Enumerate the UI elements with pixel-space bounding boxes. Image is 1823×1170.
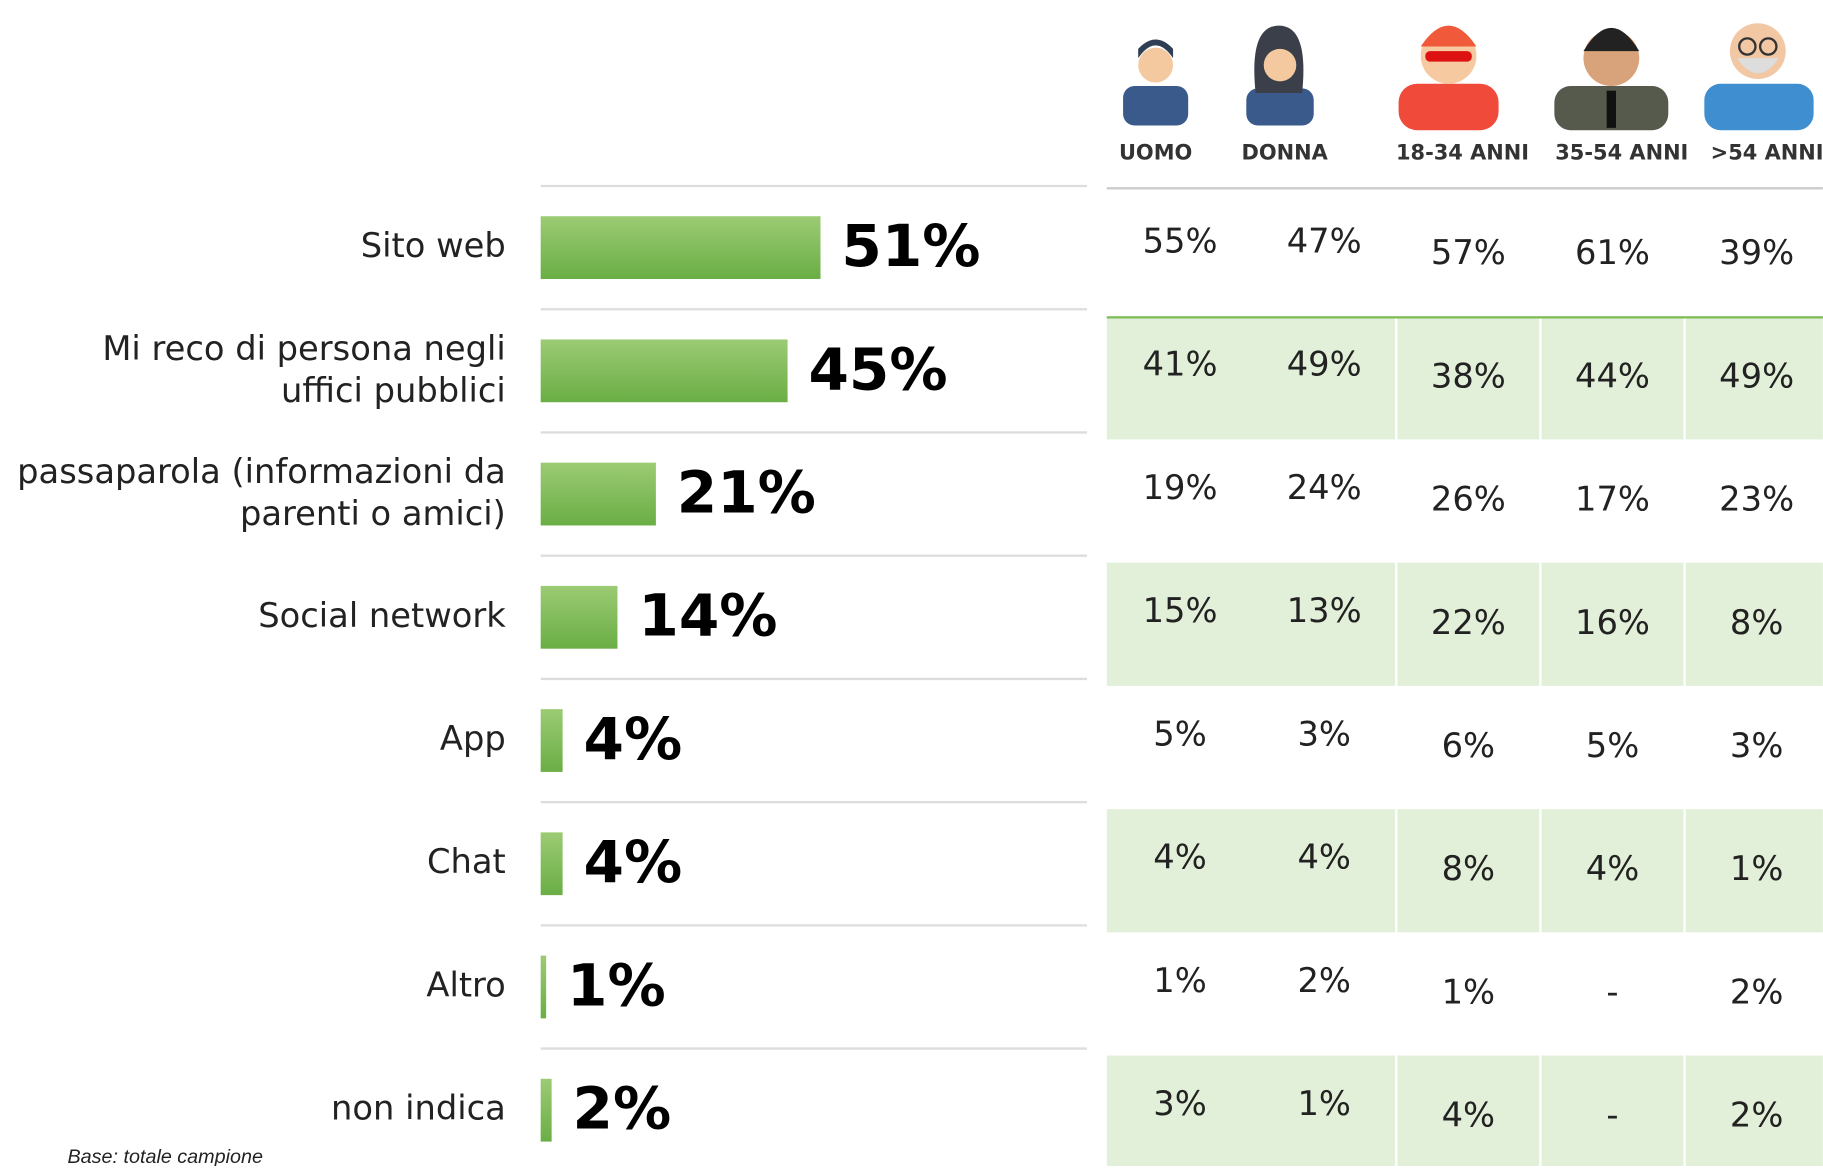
value-label: 45% [809,335,948,403]
value-label: 2% [573,1075,672,1143]
table-cell: 49% [1287,345,1362,384]
table-cell: 26% [1431,480,1506,519]
bar [541,1079,552,1142]
chart: Base: totale campione UOMO DONNA 18-34 ANN… [0,0,1823,1166]
column-header: 18-34 ANNI [1396,140,1529,164]
table-cell: 8% [1730,603,1783,642]
table-cell: 39% [1719,233,1794,272]
bar [541,216,821,279]
table-cell: 4% [1442,1096,1495,1135]
table-cell: 2% [1730,972,1783,1011]
table-cell: 49% [1719,356,1794,395]
table-cell: 5% [1586,726,1639,765]
table-cell: 15% [1143,591,1218,630]
icon-donna [1246,26,1313,126]
bar [541,339,788,402]
value-label: 4% [584,705,683,773]
table-cell: - [1606,1096,1618,1135]
icon-uomo [1123,40,1188,126]
table-cell: 22% [1431,603,1506,642]
bar [541,956,546,1019]
table-cell: 3% [1730,726,1783,765]
column-header: UOMO [1119,140,1192,164]
table-cell: 2% [1297,961,1350,1000]
table-cell: 5% [1153,714,1206,753]
table-cell: 17% [1575,480,1650,519]
category-label: Altro [426,965,505,1004]
value-label: 4% [584,828,683,896]
table-cell: 44% [1575,356,1650,395]
table-cell: 1% [1297,1084,1350,1123]
column-header: >54 ANNI [1711,140,1823,164]
table-cell: 2% [1730,1096,1783,1135]
table-cell: 55% [1143,221,1218,260]
table-cell: 41% [1143,345,1218,384]
table-cell: 8% [1442,849,1495,888]
table-cell: 4% [1586,849,1639,888]
icon-giovane [1399,26,1499,131]
table-cell: 13% [1287,591,1362,630]
category-label: Sito web [361,226,506,265]
icon-anziano [1704,23,1813,130]
table-cell: 1% [1730,849,1783,888]
column-header: DONNA [1242,140,1329,164]
bar [541,463,656,526]
table-cell: 61% [1575,233,1650,272]
table-cell: 24% [1287,468,1362,507]
table-cell: 1% [1442,972,1495,1011]
column-header: 35-54 ANNI [1555,140,1688,164]
icon-adulto [1554,28,1668,130]
bar [541,709,563,772]
table-cell: 6% [1442,726,1495,765]
value-label: 51% [841,212,980,280]
table-cell: 19% [1143,468,1218,507]
table-cell: 16% [1575,603,1650,642]
table-cell: 4% [1153,838,1206,877]
table-cell: 47% [1287,221,1362,260]
table-cell: 1% [1153,961,1206,1000]
bar [541,586,618,649]
table-cell: 3% [1153,1084,1206,1123]
bar [541,832,563,895]
value-label: 14% [638,582,777,650]
table-cell: 4% [1297,838,1350,877]
category-label: Social network [258,596,506,635]
table-cell: 23% [1719,480,1794,519]
category-label: App [440,719,506,758]
category-label: Chat [427,842,506,881]
table-cell: - [1606,972,1618,1011]
footnote: Base: totale campione [68,1146,263,1166]
category-label: non indica [331,1089,506,1128]
value-label: 1% [567,951,666,1019]
table-cell: 57% [1431,233,1506,272]
value-label: 21% [677,459,816,527]
table-cell: 3% [1297,714,1350,753]
page: {"chart_data": {"type": "hbar", "categor… [0,0,1823,1166]
table-cell: 38% [1431,356,1506,395]
